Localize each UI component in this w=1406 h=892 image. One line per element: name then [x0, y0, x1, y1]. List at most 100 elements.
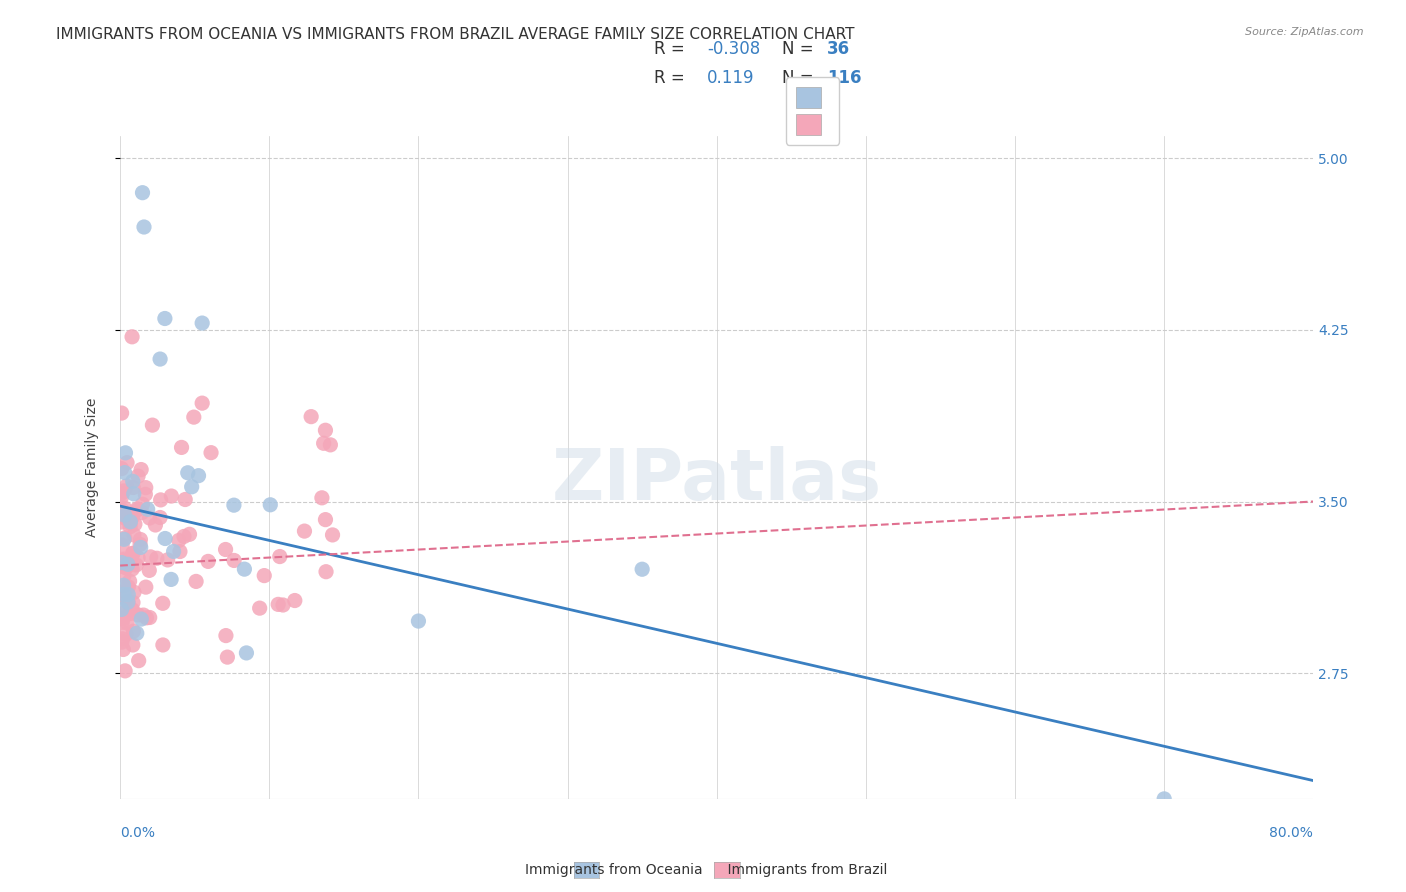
Point [111, 632, 134, 646]
Point [135, 611, 157, 625]
Point [322, 528, 344, 542]
Point [117, 588, 139, 602]
Point [121, 603, 143, 617]
Point [131, 497, 153, 511]
Point [127, 607, 149, 622]
Point [131, 506, 153, 520]
Point [120, 515, 142, 529]
Point [177, 466, 200, 480]
Point [114, 552, 136, 566]
Point [149, 352, 172, 367]
Point [139, 549, 162, 564]
Point [111, 602, 134, 616]
Point [267, 598, 290, 612]
Point [271, 598, 294, 612]
Point [132, 219, 155, 234]
Text: ZIPatlas: ZIPatlas [551, 446, 882, 515]
Point [200, 445, 222, 459]
Point [129, 462, 152, 476]
Point [217, 650, 239, 665]
Point [156, 553, 179, 567]
Point [135, 481, 157, 495]
Point [112, 606, 135, 620]
Point [111, 559, 134, 574]
Point [112, 578, 135, 592]
Point [294, 524, 316, 538]
Point [167, 533, 190, 548]
Point [114, 587, 136, 601]
Point [215, 629, 238, 643]
Legend: , : , [786, 78, 839, 145]
Point [111, 486, 134, 500]
Point [121, 546, 143, 560]
Point [122, 624, 145, 639]
Point [111, 515, 134, 529]
Point [138, 610, 160, 624]
Point [115, 627, 138, 641]
Point [114, 446, 136, 460]
Point [191, 396, 214, 410]
Point [114, 557, 136, 571]
Point [117, 511, 139, 525]
Point [114, 501, 136, 516]
Point [253, 568, 276, 582]
Point [259, 498, 281, 512]
Point [111, 490, 134, 504]
Point [233, 562, 256, 576]
Point [112, 483, 135, 498]
Point [122, 528, 145, 542]
Point [111, 615, 134, 630]
Point [111, 611, 134, 625]
Point [222, 553, 245, 567]
Point [115, 479, 138, 493]
Point [117, 558, 139, 572]
Point [312, 436, 335, 450]
Text: 0.0%: 0.0% [120, 826, 155, 840]
Point [122, 596, 145, 610]
Point [122, 546, 145, 560]
Point [114, 511, 136, 525]
Point [314, 513, 336, 527]
Point [131, 612, 153, 626]
Point [284, 593, 307, 607]
Point [631, 562, 654, 576]
Point [114, 508, 136, 522]
Point [169, 544, 191, 558]
Point [112, 642, 135, 657]
Point [134, 487, 156, 501]
Point [179, 527, 201, 541]
Point [184, 574, 207, 589]
Text: 0.119: 0.119 [707, 70, 755, 87]
Point [269, 549, 291, 564]
Point [127, 502, 149, 516]
Point [315, 565, 337, 579]
Point [183, 410, 205, 425]
Point [118, 574, 141, 589]
Point [187, 468, 209, 483]
Point [128, 654, 150, 668]
Point [121, 330, 143, 344]
Text: 36: 36 [827, 40, 849, 58]
Point [129, 533, 152, 547]
Point [111, 635, 134, 649]
Point [138, 563, 160, 577]
Text: IMMIGRANTS FROM OCEANIA VS IMMIGRANTS FROM BRAZIL AVERAGE FAMILY SIZE CORRELATIO: IMMIGRANTS FROM OCEANIA VS IMMIGRANTS FR… [56, 27, 855, 42]
Point [117, 580, 139, 594]
Y-axis label: Average Family Size: Average Family Size [86, 398, 100, 537]
Point [120, 519, 142, 533]
Point [131, 186, 153, 200]
Point [129, 537, 152, 551]
Point [114, 466, 136, 480]
Text: 116: 116 [827, 70, 862, 87]
Point [127, 469, 149, 483]
Text: 80.0%: 80.0% [1270, 826, 1313, 840]
Point [162, 544, 184, 558]
Point [122, 481, 145, 495]
Point [121, 475, 143, 489]
Point [112, 587, 135, 601]
Point [115, 581, 138, 595]
Point [115, 553, 138, 567]
Point [117, 595, 139, 609]
Point [135, 580, 157, 594]
Point [112, 533, 135, 547]
